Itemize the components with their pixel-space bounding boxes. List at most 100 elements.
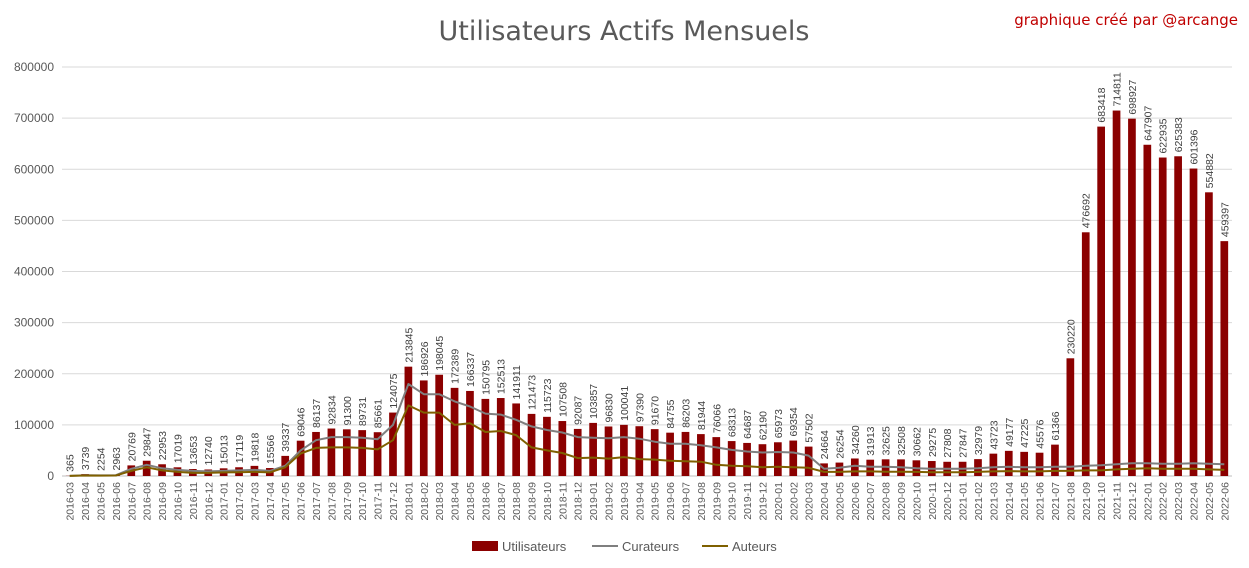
data-label: 141911 [511, 365, 523, 399]
x-tick-label: 2020-04 [819, 482, 831, 521]
x-tick-label: 2016-10 [172, 482, 184, 521]
data-label: 625383 [1173, 117, 1185, 152]
bar [1004, 450, 1013, 476]
data-label: 97390 [634, 393, 646, 422]
x-tick-label: 2019-11 [742, 482, 754, 520]
x-tick-label: 2017-06 [296, 482, 308, 521]
bar [850, 458, 859, 476]
x-tick-label: 2017-08 [326, 482, 338, 521]
data-label: 45576 [1035, 419, 1047, 448]
x-tick-label: 2016-12 [203, 482, 215, 521]
y-tick-label: 600000 [14, 162, 54, 176]
bar [373, 432, 382, 476]
x-tick-label: 2016-03 [65, 482, 77, 521]
data-label: 683418 [1096, 87, 1108, 122]
y-tick-label: 200000 [14, 367, 54, 381]
bar [543, 416, 551, 476]
x-tick-label: 2017-09 [342, 482, 354, 521]
x-tick-label: 2020-08 [881, 482, 893, 521]
x-tick-label: 2018-06 [480, 482, 492, 521]
x-tick-label: 2019-10 [727, 482, 739, 521]
bar [666, 432, 674, 476]
line-series [69, 383, 1225, 477]
bar [1066, 358, 1075, 476]
bar [774, 442, 782, 476]
x-tick-label: 2017-04 [265, 482, 277, 521]
data-label: 30662 [911, 427, 923, 456]
data-label: 2254 [95, 447, 107, 471]
data-label: 13653 [188, 436, 200, 465]
y-tick-label: 300000 [14, 316, 54, 330]
x-tick-label: 2019-01 [588, 482, 600, 521]
data-label: 15013 [219, 435, 231, 464]
x-tick-label: 2018-10 [542, 482, 554, 521]
x-tick-label: 2017-10 [357, 482, 369, 521]
data-label: 12740 [203, 436, 215, 465]
x-tick-label: 2022-03 [1173, 482, 1185, 521]
bar [804, 446, 813, 476]
bar [1158, 157, 1167, 476]
x-tick-label: 2020-06 [850, 482, 862, 521]
bar [989, 453, 998, 476]
x-tick-label: 2020-03 [804, 482, 816, 521]
data-label: 230220 [1065, 319, 1077, 354]
bar [1128, 118, 1136, 476]
bar [419, 380, 428, 476]
x-tick-label: 2019-04 [634, 482, 646, 521]
x-tick-label: 2016-11 [188, 482, 200, 520]
bar [758, 444, 767, 476]
bar [512, 403, 520, 476]
x-tick-label: 2021-03 [988, 482, 1000, 521]
data-label: 103857 [588, 384, 600, 419]
bar [342, 429, 351, 476]
data-label: 100041 [619, 386, 631, 421]
bar [1081, 232, 1090, 476]
bar [789, 440, 798, 476]
x-tick-label: 2016-04 [80, 482, 92, 521]
x-tick-label: 2021-01 [958, 482, 970, 521]
bar [635, 426, 644, 476]
x-tick-label: 2017-03 [249, 482, 261, 521]
bar [558, 421, 567, 476]
bar [1097, 126, 1105, 477]
x-tick-label: 2020-12 [942, 482, 954, 521]
chart-title: Utilisateurs Actifs Mensuels [439, 16, 810, 47]
x-tick-label: 2018-03 [434, 482, 446, 521]
legend-label: Curateurs [622, 539, 680, 554]
y-tick-label: 800000 [14, 60, 54, 74]
data-label: 81944 [696, 401, 708, 430]
bar [1112, 110, 1121, 476]
bar-series-utilisateurs [65, 110, 1229, 477]
bar [620, 424, 628, 476]
bar [743, 442, 751, 476]
bar [142, 460, 151, 476]
data-labels: 365 3739 2254 2963 20769 29847 22953 17019 13653… [65, 72, 1232, 472]
bar [604, 426, 613, 476]
x-tick-label: 2020-01 [773, 482, 785, 521]
data-label: 647907 [1142, 106, 1154, 141]
x-tick-label: 2019-09 [711, 482, 723, 521]
bar [481, 398, 490, 476]
data-label: 17119 [234, 435, 246, 464]
data-label: 3739 [80, 447, 92, 471]
data-label: 622935 [1158, 118, 1170, 153]
data-label: 49177 [1004, 417, 1016, 446]
data-label: 20769 [126, 432, 138, 461]
data-label: 15566 [265, 435, 277, 464]
x-tick-label: 2021-09 [1081, 482, 1093, 521]
x-tick-label: 2018-07 [496, 482, 508, 521]
legend-label: Auteurs [732, 539, 777, 554]
x-tick-label: 2016-05 [95, 482, 107, 521]
x-tick-label: 2017-05 [280, 482, 292, 521]
data-label: 115723 [542, 378, 554, 412]
data-label: 92834 [326, 395, 338, 424]
x-tick-label: 2016-08 [142, 482, 154, 521]
x-tick-label: 2021-07 [1050, 482, 1062, 521]
bar [527, 413, 536, 476]
data-label: 459397 [1219, 202, 1231, 237]
bar [435, 374, 444, 476]
grid-lines [62, 66, 1232, 426]
x-tick-label: 2016-07 [126, 482, 138, 521]
data-label: 29275 [927, 428, 939, 457]
